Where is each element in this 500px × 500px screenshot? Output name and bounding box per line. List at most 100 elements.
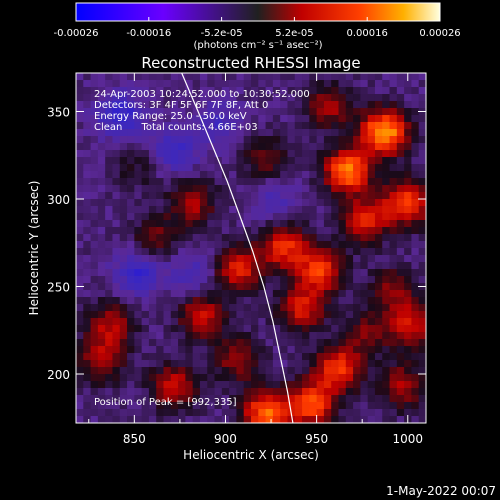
heatmap-cell: [236, 136, 245, 144]
heatmap-cell: [236, 353, 245, 361]
heatmap-cell: [258, 346, 266, 354]
heatmap-cell: [272, 255, 281, 263]
heatmap-cell: [323, 101, 332, 109]
heatmap-cell: [265, 164, 274, 172]
heatmap-cell: [302, 311, 310, 319]
heatmap-cell: [243, 276, 252, 284]
heatmap-cell: [192, 80, 201, 88]
heatmap-cell: [127, 339, 135, 347]
heatmap-cell: [97, 241, 106, 249]
colorbar: -0.00026 -0.00016 -5.2e-05 5.2e-05 0.00016 0.…: [54, 2, 461, 51]
heatmap-cell: [163, 346, 172, 354]
heatmap-cell: [265, 311, 274, 319]
heatmap-cell: [251, 248, 259, 256]
heatmap-cell: [389, 171, 398, 179]
heatmap-cell: [389, 262, 398, 270]
heatmap-cell: [185, 122, 194, 130]
heatmap-cell: [338, 73, 347, 81]
heatmap-cell: [83, 143, 91, 151]
heatmap-cell: [163, 115, 172, 123]
heatmap-cell: [360, 297, 369, 305]
heatmap-cell: [185, 157, 194, 165]
heatmap-cell: [148, 87, 157, 95]
heatmap-cell: [236, 262, 245, 270]
heatmap-cell: [229, 297, 237, 305]
heatmap-cell: [331, 388, 339, 396]
heatmap-cell: [236, 150, 245, 158]
heatmap-cell: [119, 353, 128, 361]
heatmap-cell: [389, 381, 398, 389]
heatmap-cell: [221, 150, 230, 158]
heatmap-cell: [258, 388, 266, 396]
heatmap-cell: [323, 206, 332, 214]
heatmap-cell: [258, 248, 266, 256]
heatmap-cell: [272, 136, 281, 144]
heatmap-cell: [105, 213, 113, 221]
heatmap-cell: [360, 122, 369, 130]
heatmap-cell: [272, 276, 281, 284]
heatmap-cell: [338, 304, 347, 312]
heatmap-cell: [323, 129, 332, 137]
heatmap-cell: [287, 178, 296, 186]
heatmap-cell: [178, 80, 186, 88]
heatmap-cell: [396, 206, 405, 214]
heatmap-cell: [199, 220, 208, 228]
heatmap-cell: [404, 269, 412, 277]
heatmap-cell: [229, 332, 237, 340]
heatmap-cell: [90, 409, 99, 417]
heatmap-cell: [236, 325, 245, 333]
heatmap-cell: [302, 255, 310, 263]
heatmap-cell: [156, 101, 164, 109]
heatmap-cell: [353, 346, 361, 354]
heatmap-cell: [97, 87, 106, 95]
heatmap-cell: [83, 311, 91, 319]
heatmap-cell: [374, 402, 383, 410]
heatmap-cell: [119, 143, 128, 151]
heatmap-cell: [90, 311, 99, 319]
heatmap-cell: [418, 304, 426, 312]
heatmap-cell: [76, 248, 84, 256]
heatmap-cell: [127, 108, 135, 116]
heatmap-cell: [367, 255, 376, 263]
heatmap-cell: [243, 87, 252, 95]
heatmap-cell: [127, 325, 135, 333]
heatmap-cell: [396, 318, 405, 326]
heatmap-cell: [214, 171, 223, 179]
heatmap-cell: [178, 220, 186, 228]
heatmap-cell: [360, 73, 369, 81]
heatmap-cell: [396, 332, 405, 340]
heatmap-cell: [382, 269, 390, 277]
heatmap-cell: [418, 360, 426, 368]
heatmap-cell: [127, 283, 135, 291]
heatmap-cell: [236, 87, 245, 95]
heatmap-cell: [105, 150, 113, 158]
heatmap-cell: [148, 416, 157, 423]
heatmap-cell: [148, 94, 157, 102]
heatmap-cell: [97, 374, 106, 382]
heatmap-cell: [134, 206, 143, 214]
heatmap-cell: [323, 290, 332, 298]
heatmap-cell: [382, 346, 390, 354]
heatmap-cell: [199, 241, 208, 249]
heatmap-cell: [287, 297, 296, 305]
heatmap-cell: [199, 304, 208, 312]
heatmap-cell: [280, 220, 288, 228]
heatmap-cell: [229, 304, 237, 312]
heatmap-cell: [404, 311, 412, 319]
heatmap-cell: [396, 346, 405, 354]
heatmap-cell: [185, 374, 194, 382]
heatmap-cell: [207, 283, 215, 291]
heatmap-cell: [112, 206, 121, 214]
heatmap-cell: [243, 381, 252, 389]
heatmap-cell: [309, 395, 318, 403]
heatmap-cell: [83, 353, 91, 361]
heatmap-cell: [148, 297, 157, 305]
heatmap-cell: [76, 73, 84, 81]
heatmap-cell: [404, 199, 412, 207]
heatmap-cell: [221, 304, 230, 312]
heatmap-cell: [83, 276, 91, 284]
heatmap-cell: [229, 325, 237, 333]
heatmap-cell: [287, 304, 296, 312]
heatmap-cell: [323, 185, 332, 193]
heatmap-cell: [105, 262, 113, 270]
